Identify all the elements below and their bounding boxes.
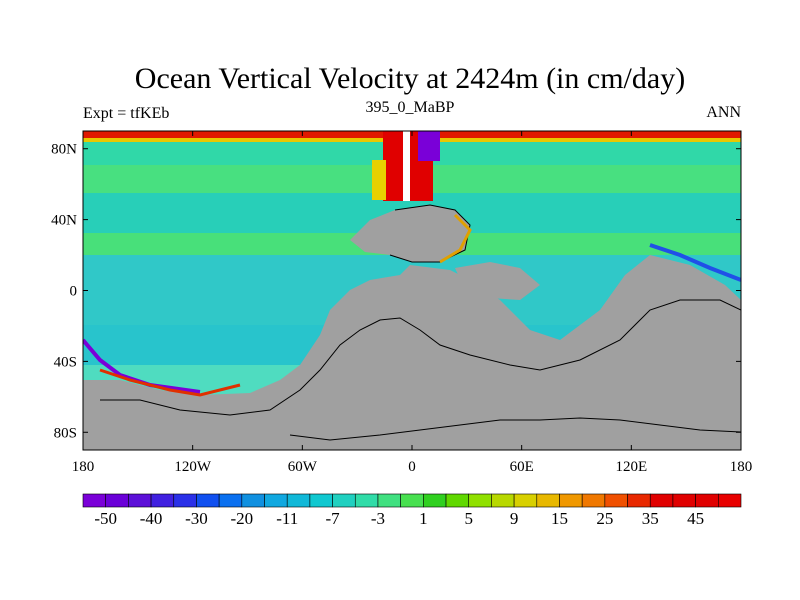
colorbar-label: -7 bbox=[326, 509, 341, 528]
season-label: ANN bbox=[706, 104, 741, 121]
colorbar-label: 45 bbox=[687, 509, 704, 528]
colorbar-label: -20 bbox=[230, 509, 253, 528]
x-tick-label: 60E bbox=[510, 459, 534, 475]
y-tick-label: 40S bbox=[54, 354, 77, 370]
colorbar-label: 15 bbox=[551, 509, 568, 528]
y-tick-label: 0 bbox=[70, 284, 78, 300]
eastern-coast-fringe bbox=[649, 243, 741, 282]
north-atlantic-yellow bbox=[372, 160, 386, 200]
x-tick-label: 0 bbox=[408, 459, 416, 475]
colorbar-swatch bbox=[173, 493, 197, 508]
colorbar: -50 -40 -30 -20 -11 -7 -3 1 5 9 15 25 35 45 bbox=[82, 493, 742, 528]
colorbar-swatch bbox=[423, 493, 447, 508]
southern-coast-fringe-red bbox=[99, 368, 241, 397]
colorbar-swatch bbox=[309, 493, 333, 508]
y-tick-label: 40N bbox=[51, 213, 77, 229]
coastline-south bbox=[100, 299, 741, 416]
colorbar-swatch bbox=[264, 493, 288, 508]
colorbar-swatch bbox=[672, 493, 696, 508]
x-axis: 180 120W 60W 0 60E 120E 180 bbox=[72, 131, 753, 475]
colorbar-label: -11 bbox=[276, 509, 298, 528]
x-tick-label: 120E bbox=[615, 459, 647, 475]
y-tick-label: 80N bbox=[51, 142, 77, 158]
colorbar-label: 5 bbox=[464, 509, 473, 528]
colorbar-label: -3 bbox=[371, 509, 385, 528]
colorbar-swatch bbox=[536, 493, 560, 508]
colorbar-label: 25 bbox=[596, 509, 613, 528]
colorbar-label: 1 bbox=[419, 509, 428, 528]
colorbar-swatch bbox=[559, 493, 583, 508]
colorbar-swatch bbox=[491, 493, 515, 508]
x-tick-label: 180 bbox=[730, 459, 753, 475]
colorbar-swatch bbox=[105, 493, 129, 508]
colorbar-swatch bbox=[695, 493, 719, 508]
coastline-deep-south bbox=[289, 417, 741, 441]
southern-coast-fringe bbox=[83, 338, 201, 394]
colorbar-swatch bbox=[332, 493, 356, 508]
colorbar-label: -40 bbox=[140, 509, 163, 528]
colorbar-swatch bbox=[400, 493, 424, 508]
colorbar-swatch bbox=[377, 493, 401, 508]
colorbar-swatch bbox=[241, 493, 265, 508]
x-tick-label: 60W bbox=[288, 459, 318, 475]
colorbar-swatch bbox=[196, 493, 220, 508]
colorbar-swatch bbox=[218, 493, 243, 508]
y-axis: 80N 40N 0 40S 80S bbox=[51, 142, 741, 441]
colorbar-swatch bbox=[82, 493, 106, 508]
colorbar-label: 35 bbox=[642, 509, 659, 528]
colorbar-label: 9 bbox=[510, 509, 519, 528]
map-plot bbox=[83, 131, 741, 450]
chart-title: Ocean Vertical Velocity at 2424m (in cm/… bbox=[135, 62, 685, 95]
colorbar-swatch bbox=[150, 493, 175, 508]
central-landmass bbox=[350, 205, 470, 262]
colorbar-swatch bbox=[445, 493, 470, 508]
colorbar-swatch bbox=[128, 493, 152, 508]
atlantic-gap bbox=[403, 131, 410, 201]
experiment-label: Expt = tfKEb bbox=[83, 105, 169, 122]
colorbar-swatch bbox=[581, 493, 606, 508]
colorbar-swatch bbox=[718, 493, 742, 508]
x-tick-label: 120W bbox=[174, 459, 212, 475]
colorbar-swatch bbox=[468, 493, 492, 508]
colorbar-swatch bbox=[354, 493, 379, 508]
x-tick-label: 180 bbox=[72, 459, 95, 475]
land bbox=[83, 205, 741, 450]
colorbar-swatch bbox=[604, 493, 628, 508]
colorbar-label: -30 bbox=[185, 509, 208, 528]
period-label: 395_0_MaBP bbox=[366, 99, 455, 116]
colorbar-swatch bbox=[627, 493, 651, 508]
colorbar-label: -50 bbox=[94, 509, 117, 528]
north-atlantic-purple bbox=[418, 131, 440, 161]
y-tick-label: 80S bbox=[54, 425, 77, 441]
midlatitude-island bbox=[455, 262, 540, 300]
colorbar-swatch bbox=[286, 493, 311, 508]
east-asia-fringe bbox=[439, 213, 472, 264]
colorbar-swatch bbox=[513, 493, 538, 508]
southern-continent bbox=[83, 255, 741, 450]
colorbar-swatch bbox=[649, 493, 674, 508]
